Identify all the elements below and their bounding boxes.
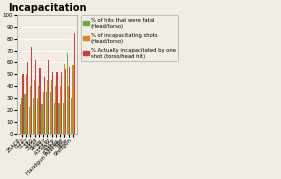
Bar [37, 98, 38, 134]
Bar [30, 86, 31, 134]
Bar [24, 94, 26, 134]
Bar [26, 74, 27, 134]
Bar [71, 98, 72, 134]
Bar [47, 80, 48, 134]
Bar [43, 92, 44, 134]
Bar [55, 86, 56, 134]
Bar [50, 92, 51, 134]
Bar [72, 65, 74, 134]
Bar [48, 60, 49, 134]
Bar [64, 64, 65, 134]
Bar [35, 60, 36, 134]
Bar [44, 77, 45, 134]
Bar [31, 47, 32, 134]
Bar [33, 98, 34, 134]
Bar [51, 80, 52, 134]
Bar [58, 103, 60, 134]
Bar [68, 86, 69, 134]
Bar [29, 107, 30, 134]
Bar [67, 53, 68, 134]
Bar [27, 62, 28, 134]
Bar [61, 72, 62, 134]
Bar [40, 68, 41, 134]
Bar [20, 104, 21, 134]
Bar [41, 104, 43, 134]
Bar [46, 92, 47, 134]
Legend: % of hits that were fatal
(Head/torso), % of incapacitating shots
(Head/torso), : % of hits that were fatal (Head/torso), … [81, 15, 178, 61]
Bar [63, 103, 64, 134]
Bar [69, 67, 71, 134]
Bar [22, 74, 24, 134]
Bar [54, 103, 55, 134]
Bar [65, 69, 66, 134]
Bar [52, 72, 53, 134]
Bar [21, 98, 22, 134]
Bar [34, 80, 35, 134]
Bar [56, 72, 58, 134]
Bar [74, 33, 75, 134]
Bar [60, 86, 61, 134]
Bar [38, 86, 40, 134]
Title: Incapacitation: Incapacitation [8, 3, 87, 13]
